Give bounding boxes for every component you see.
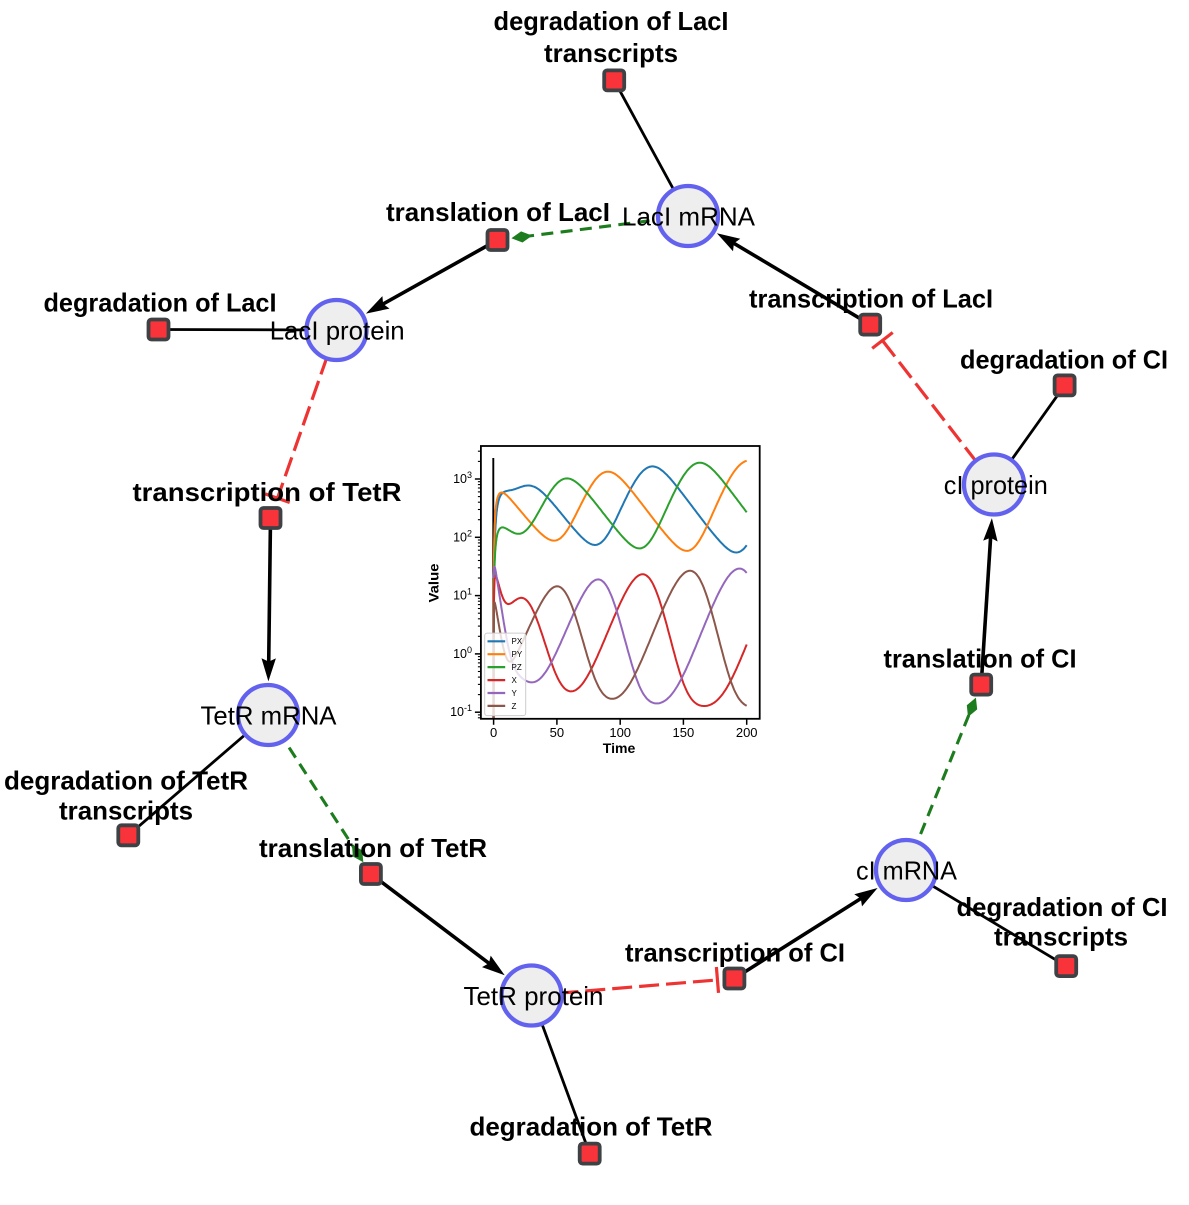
svg-text:degradation of CI: degradation of CI — [957, 892, 1168, 922]
svg-text:transcription of TetR: transcription of TetR — [133, 477, 402, 507]
svg-text:transcription of LacI: transcription of LacI — [749, 284, 993, 314]
svg-text:LacI mRNA: LacI mRNA — [622, 202, 756, 232]
svg-text:degradation of CI: degradation of CI — [960, 344, 1168, 374]
svg-text:150: 150 — [673, 725, 695, 740]
svg-text:transcription of CI: transcription of CI — [625, 938, 845, 968]
svg-text:degradation of TetR: degradation of TetR — [470, 1112, 713, 1142]
svg-text:PZ: PZ — [512, 663, 522, 672]
svg-text:Z: Z — [512, 702, 517, 711]
svg-text:50: 50 — [550, 725, 564, 740]
svg-text:Time: Time — [603, 741, 636, 756]
svg-text:translation of TetR: translation of TetR — [259, 833, 487, 863]
svg-text:degradation of LacI: degradation of LacI — [44, 288, 277, 318]
svg-text:101: 101 — [453, 587, 472, 603]
svg-text:200: 200 — [736, 725, 758, 740]
svg-text:100: 100 — [609, 725, 631, 740]
svg-text:translation of CI: translation of CI — [884, 644, 1077, 674]
svg-text:cI mRNA: cI mRNA — [856, 856, 958, 886]
svg-text:103: 103 — [453, 470, 472, 486]
svg-text:transcripts: transcripts — [544, 38, 678, 68]
svg-text:transcripts: transcripts — [59, 795, 193, 825]
svg-text:TetR mRNA: TetR mRNA — [201, 701, 338, 731]
svg-text:degradation of LacI: degradation of LacI — [494, 6, 729, 36]
svg-text:Value: Value — [427, 563, 442, 603]
svg-text:0: 0 — [490, 725, 497, 740]
svg-text:translation of LacI: translation of LacI — [386, 197, 610, 227]
svg-text:100: 100 — [453, 645, 472, 661]
svg-text:X: X — [512, 676, 518, 685]
svg-text:Y: Y — [512, 689, 518, 698]
svg-text:102: 102 — [453, 528, 472, 544]
svg-text:PY: PY — [512, 650, 523, 659]
svg-text:10-1: 10-1 — [450, 703, 472, 719]
svg-text:cI protein: cI protein — [944, 470, 1048, 500]
svg-text:transcripts: transcripts — [994, 922, 1128, 952]
svg-text:degradation of TetR: degradation of TetR — [4, 765, 248, 795]
svg-text:TetR protein: TetR protein — [464, 981, 604, 1011]
svg-text:LacI protein: LacI protein — [270, 316, 405, 346]
svg-text:PX: PX — [512, 637, 523, 646]
